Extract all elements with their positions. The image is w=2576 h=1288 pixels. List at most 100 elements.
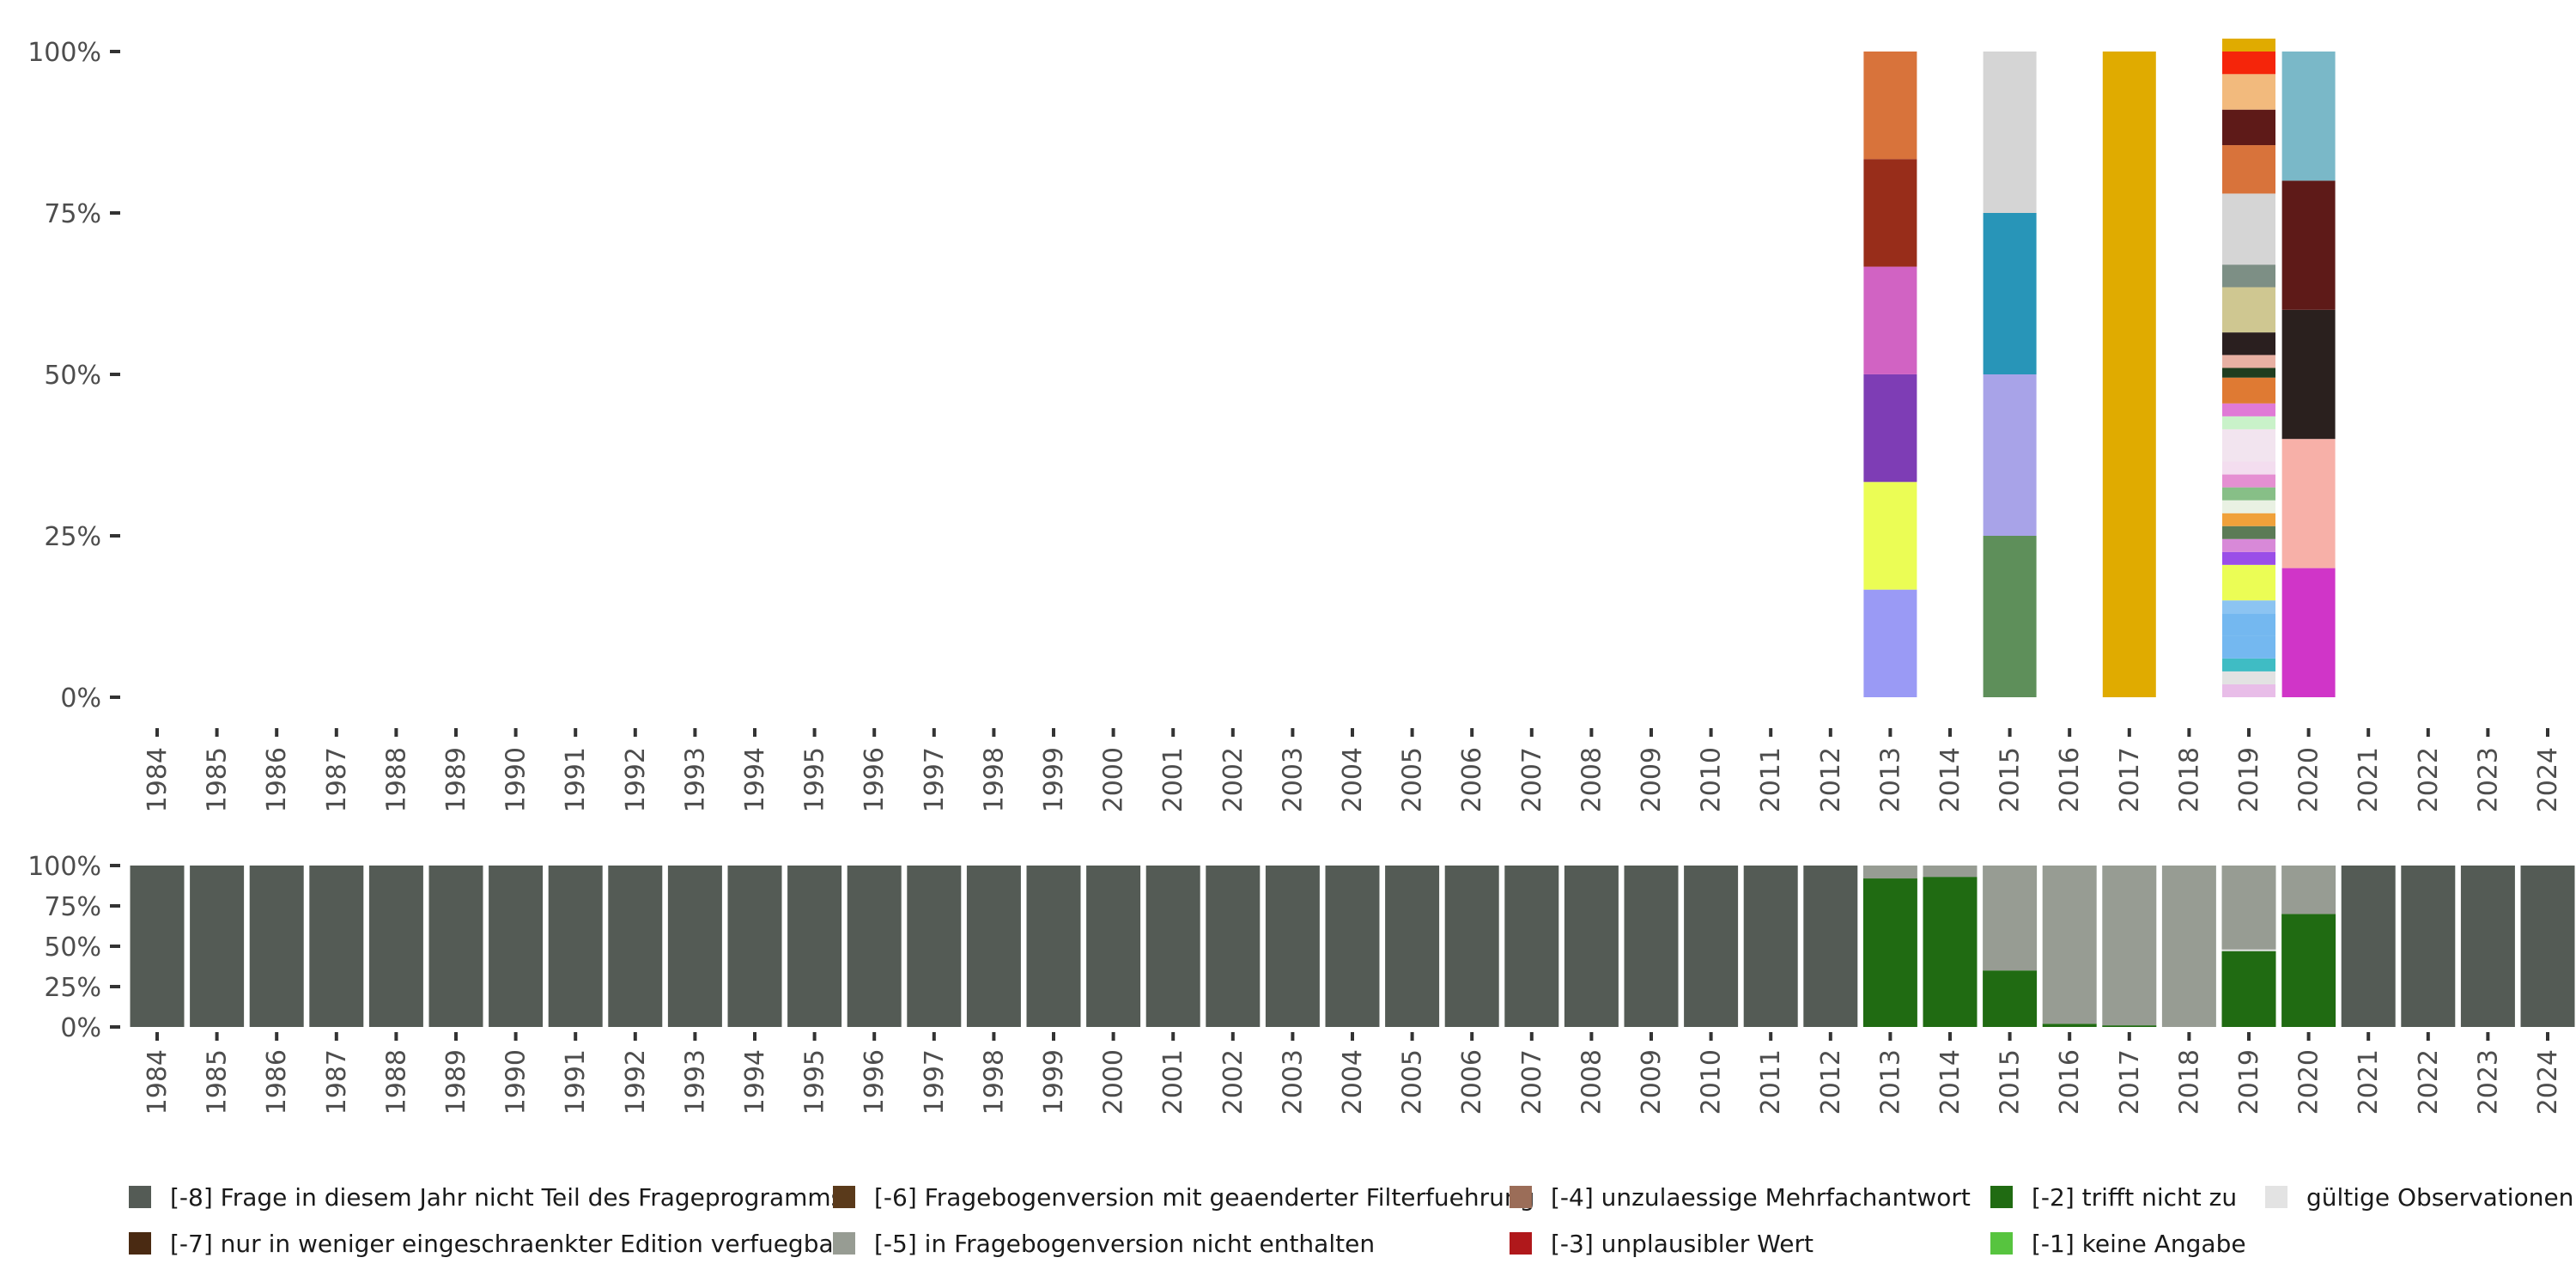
bar-segment-2003 (1265, 866, 1320, 1027)
legend-item: [-5] in Fragebogenversion nicht enthalte… (833, 1220, 1375, 1267)
bar-segment-2019 (2222, 487, 2275, 501)
x-tick-label: 2018 (2174, 747, 2204, 812)
bar-segment-2007 (1504, 866, 1559, 1027)
bar-segment-2019 (2222, 474, 2275, 488)
bar-segment-2020 (2281, 180, 2336, 310)
legend-label: [-7] nur in weniger eingeschraenkter Edi… (170, 1229, 844, 1258)
bar-segment-2015 (1983, 52, 2037, 213)
y-tick-label: 25% (44, 522, 101, 552)
y-tick-label: 25% (44, 973, 101, 1003)
x-tick-label: 1985 (203, 1049, 233, 1115)
bar-segment-2016 (2042, 866, 2097, 1024)
legend-item: [-4] unzulaessige Mehrfachantwort (1510, 1174, 1971, 1220)
x-tick-label: 2000 (1099, 747, 1129, 812)
bar-segment-2015 (1983, 970, 2038, 1027)
y-tick-label: 0% (60, 1013, 101, 1043)
y-tick-label: 50% (44, 933, 101, 963)
x-tick-label: 2023 (2473, 747, 2503, 812)
bar-segment-2018 (2161, 866, 2216, 1027)
bar-segment-2006 (1444, 866, 1499, 1027)
bar-segment-2004 (1325, 866, 1380, 1027)
bar-segment-2019 (2222, 428, 2275, 462)
x-tick-label: 2013 (1875, 747, 1905, 812)
x-tick-label: 2010 (1697, 747, 1727, 812)
top-chart-panel: 0% 25% 50% 75% 100% 1984 1985 1986 1987 1988 1989 1… (27, 38, 2563, 812)
legend-label: [-6] Fragebogenversion mit geaenderter F… (874, 1182, 1535, 1212)
x-tick-label: 2010 (1697, 1049, 1727, 1115)
bar-segment-2019 (2222, 193, 2275, 265)
bottom-chart-panel: 0% 25% 50% 75% 100% 1984 1985 1986 1987 1988 1989 1… (27, 852, 2575, 1115)
bar-segment-2024 (2520, 866, 2575, 1027)
bar-segment-2013 (1863, 374, 1917, 483)
bar-segment-1989 (428, 866, 483, 1027)
x-tick-label: 2000 (1099, 1049, 1129, 1115)
bar-segment-2013 (1863, 482, 1917, 590)
bar-segment-2014 (1923, 866, 1978, 878)
x-tick-label: 2017 (2115, 747, 2145, 812)
bar-segment-2019 (2221, 866, 2276, 950)
bar-segment-1992 (608, 866, 663, 1027)
bar-segment-2019 (2222, 109, 2275, 146)
bar-segment-1999 (1026, 866, 1081, 1027)
y-tick-label: 0% (60, 683, 101, 714)
x-tick-label: 1984 (143, 747, 173, 812)
x-tick-label: 2003 (1278, 747, 1308, 812)
legend-swatch (1510, 1186, 1532, 1208)
bar-segment-2019 (2222, 613, 2275, 636)
bar-segment-2019 (2221, 949, 2276, 951)
x-tick-label: 1991 (561, 747, 591, 812)
bar-segment-2019 (2222, 368, 2275, 378)
x-tick-label: 2008 (1577, 1049, 1607, 1115)
bar-segment-1996 (847, 866, 902, 1027)
bar-segment-2017 (2102, 866, 2157, 1026)
bar-segment-1998 (966, 866, 1021, 1027)
bar-segment-2019 (2222, 600, 2275, 614)
bar-segment-2015 (1983, 536, 2037, 697)
bar-segment-2013 (1863, 266, 1917, 374)
x-tick-label: 2009 (1637, 747, 1667, 812)
x-tick-label: 2001 (1158, 747, 1188, 812)
x-tick-label: 2020 (2294, 1049, 2324, 1115)
legend-label: [-2] trifft nicht zu (2032, 1182, 2238, 1212)
bar-segment-1987 (309, 866, 364, 1027)
bar-segment-2019 (2222, 264, 2275, 288)
legend: [-8] Frage in diesem Jahr nicht Teil des… (129, 1174, 2576, 1277)
bar-segment-2019 (2222, 145, 2275, 194)
x-tick-label: 1986 (262, 1049, 292, 1115)
bar-segment-2013 (1862, 878, 1917, 1027)
bar-segment-2012 (1803, 866, 1858, 1027)
x-tick-label: 2016 (2055, 1049, 2085, 1115)
bar-segment-2000 (1086, 866, 1141, 1027)
bar-segment-2020 (2281, 439, 2336, 568)
x-tick-label: 2015 (1996, 1049, 2026, 1115)
x-tick-label: 1999 (1039, 747, 1069, 812)
legend-item: [-1] keine Angabe (1990, 1220, 2246, 1267)
x-tick-label: 1995 (800, 1049, 830, 1115)
x-tick-label: 1991 (561, 1049, 591, 1115)
bar-segment-2017 (2102, 1025, 2157, 1027)
bar-segment-2019 (2222, 526, 2275, 539)
x-tick-label: 2022 (2414, 747, 2444, 812)
x-tick-label: 1993 (680, 747, 710, 812)
x-tick-label: 1985 (203, 747, 233, 812)
bar-segment-2019 (2222, 564, 2275, 601)
legend-item: [-8] Frage in diesem Jahr nicht Teil des… (129, 1174, 843, 1220)
bar-segment-1988 (368, 866, 423, 1027)
x-tick-label: 2013 (1875, 1049, 1905, 1115)
legend-swatch (833, 1232, 855, 1255)
x-tick-label: 2001 (1158, 1049, 1188, 1115)
x-tick-label: 1992 (621, 747, 651, 812)
x-tick-label: 2024 (2533, 1049, 2563, 1115)
bar-segment-2019 (2222, 500, 2275, 513)
x-tick-label: 2020 (2294, 747, 2324, 812)
bar-segment-2020 (2281, 52, 2336, 181)
legend-swatch (129, 1186, 151, 1208)
x-tick-label: 1997 (920, 747, 950, 812)
bar-segment-2019 (2222, 513, 2275, 526)
x-tick-label: 1987 (322, 1049, 352, 1115)
bar-segment-2019 (2222, 52, 2275, 75)
bar-segment-2017 (2102, 52, 2156, 697)
legend-label: gültige Observationen (2306, 1182, 2574, 1212)
x-tick-label: 1996 (860, 1049, 890, 1115)
bar-segment-2020 (2281, 914, 2336, 1027)
